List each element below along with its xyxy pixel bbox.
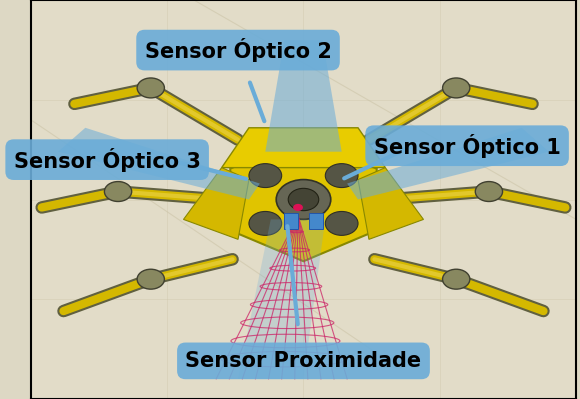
Text: Sensor Óptico 3: Sensor Óptico 3: [14, 148, 201, 172]
Circle shape: [137, 78, 164, 98]
Circle shape: [325, 164, 358, 188]
Text: Sensor Óptico 2: Sensor Óptico 2: [144, 38, 332, 62]
Polygon shape: [358, 168, 423, 239]
Polygon shape: [238, 219, 325, 379]
Circle shape: [475, 182, 502, 201]
Polygon shape: [222, 128, 385, 168]
FancyBboxPatch shape: [284, 213, 298, 229]
Polygon shape: [347, 128, 549, 200]
Circle shape: [249, 211, 282, 235]
Polygon shape: [265, 40, 342, 152]
Circle shape: [288, 188, 319, 211]
Circle shape: [443, 269, 470, 289]
Text: Sensor Óptico 1: Sensor Óptico 1: [374, 134, 560, 158]
Polygon shape: [183, 168, 249, 239]
Circle shape: [276, 180, 331, 219]
Polygon shape: [58, 128, 260, 200]
Circle shape: [249, 164, 282, 188]
Circle shape: [443, 78, 470, 98]
Circle shape: [137, 269, 164, 289]
Circle shape: [325, 211, 358, 235]
Circle shape: [293, 204, 303, 211]
Circle shape: [104, 182, 132, 201]
Text: Sensor Proximidade: Sensor Proximidade: [186, 351, 422, 371]
Polygon shape: [230, 138, 376, 261]
FancyBboxPatch shape: [309, 213, 322, 229]
